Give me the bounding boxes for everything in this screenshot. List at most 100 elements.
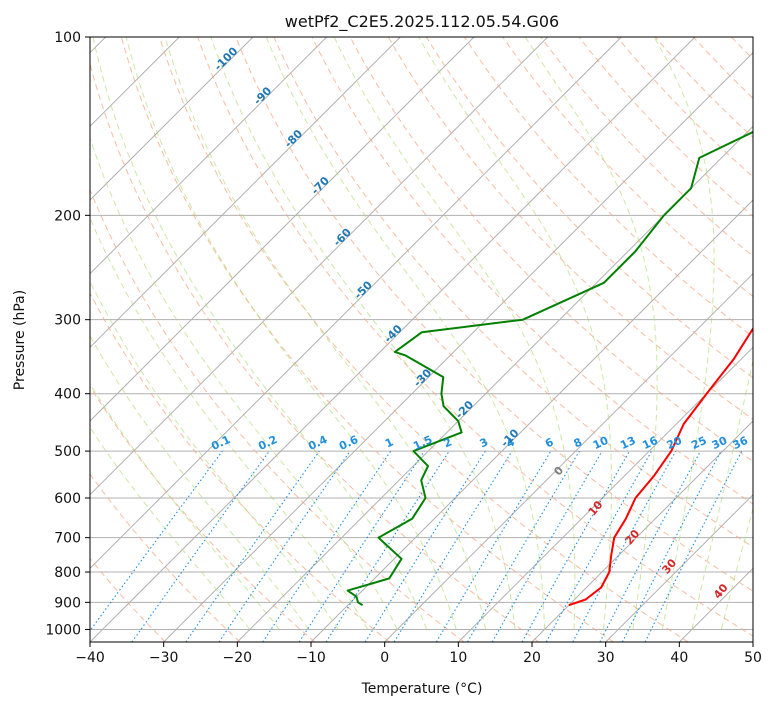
isotherm-gridline	[90, 37, 328, 275]
x-tick-label: −10	[296, 650, 326, 666]
moist-adiabat	[524, 37, 658, 630]
moist-adiabat	[90, 216, 369, 630]
dry-adiabat	[120, 37, 614, 642]
dry-adiabat	[425, 37, 753, 379]
moist-adiabat	[90, 136, 398, 630]
isotherm-gridline	[605, 493, 753, 642]
mixing-ratio-label: 2	[442, 435, 454, 450]
dry-adiabat	[235, 37, 753, 592]
x-tick-label: 0	[380, 650, 389, 666]
dry-adiabat	[90, 385, 316, 642]
moist-adiabat	[90, 426, 251, 630]
mixing-ratio-label: 30	[710, 434, 730, 452]
isotherm-gridline	[531, 420, 753, 642]
mixing-ratio-line	[599, 450, 701, 642]
mixing-ratio-label: 1	[383, 435, 395, 450]
dry-adiabat	[90, 473, 241, 642]
x-tick-label: −20	[223, 650, 253, 666]
isotherm-label: -10	[498, 426, 521, 449]
moist-adiabat	[653, 37, 715, 630]
moist-adiabat	[265, 37, 546, 630]
isotherm-gridline	[384, 272, 753, 642]
mixing-ratio-line	[218, 450, 351, 642]
mixing-ratio-line	[435, 450, 552, 642]
moist-adiabat	[333, 37, 576, 630]
moist-adiabat	[125, 37, 457, 630]
mixing-ratio-line	[545, 450, 653, 642]
isotherm-gridline	[163, 51, 753, 642]
moist-adiabat	[90, 382, 280, 630]
mixing-ratio-label: 0.2	[256, 433, 279, 453]
x-tick-label: −30	[149, 650, 179, 666]
dry-adiabat	[273, 37, 753, 548]
mixing-ratio-line	[90, 450, 223, 632]
isotherm-gridline	[236, 125, 753, 642]
isotherm-gridline	[90, 37, 254, 201]
mixing-ratio-label: 8	[572, 435, 584, 450]
dry-adiabat	[463, 37, 753, 338]
dry-adiabat	[757, 24, 775, 642]
x-tick-label: 30	[597, 650, 615, 666]
mixing-ratio-label: 20	[665, 434, 685, 452]
isotherm-label: -70	[309, 174, 332, 197]
chart-title: wetPf2_C2E5.2025.112.05.54.G06	[285, 12, 559, 32]
x-tick-label: 20	[523, 650, 541, 666]
y-tick-label: 500	[54, 444, 81, 460]
y-axis-ticks: 100 200 300 400 500 600 700 800 900 1000	[45, 30, 90, 638]
moist-adiabat	[691, 358, 753, 630]
dry-adiabat	[158, 37, 689, 642]
moist-adiabat-label: 40	[711, 581, 731, 601]
annotation-labels: 0.1 0.2 0.4 0.6 1 1.5 2 3 4 6 8 10 13 16 20 25 30 36-100-…	[209, 44, 750, 601]
moist-adiabat	[210, 37, 516, 630]
dry-adiabat	[578, 37, 753, 218]
x-axis-ticks: −40 −30 −20 −10 0 10 20 30 40 50	[75, 642, 762, 666]
temperature-line	[568, 326, 753, 607]
mixing-ratio-label: 0.6	[337, 433, 360, 453]
mixing-ratio-label: 10	[591, 434, 611, 452]
y-tick-label: 300	[54, 313, 81, 329]
moist-adiabat	[720, 506, 753, 630]
mixing-ratio-line	[298, 450, 425, 642]
dry-adiabat	[502, 37, 753, 298]
y-tick-label: 400	[54, 387, 81, 403]
dry-adiabat	[90, 292, 390, 642]
mixing-ratio-line	[393, 450, 513, 642]
dry-adiabat	[654, 37, 753, 139]
isotherm-gridline	[310, 199, 753, 642]
plot-frame	[89, 36, 754, 643]
y-tick-label: 900	[54, 595, 81, 611]
y-tick-label: 600	[54, 491, 81, 507]
isotherm-label: -50	[352, 278, 375, 301]
moist-adiabat	[92, 37, 428, 630]
isotherm-gridline	[90, 37, 622, 570]
x-tick-label: −40	[75, 650, 105, 666]
y-tick-label: 200	[54, 208, 81, 224]
moist-adiabat	[164, 37, 487, 630]
dry-adiabat	[197, 37, 753, 637]
mixing-ratio-label: 13	[618, 434, 637, 452]
mixing-ratio-line	[521, 450, 630, 642]
mixing-ratio-label: 1.5	[411, 433, 434, 453]
mixing-ratio-line	[325, 450, 450, 642]
moist-adiabat	[90, 280, 339, 630]
mixing-ratio-line	[621, 450, 722, 642]
dry-adiabat	[540, 37, 753, 257]
y-tick-label: 800	[54, 565, 81, 581]
mixing-ratio-line	[364, 450, 486, 642]
dewpoint-line	[346, 130, 753, 607]
x-tick-label: 10	[449, 650, 467, 666]
series-layer	[346, 130, 753, 607]
mixing-ratio-line	[572, 450, 677, 642]
y-tick-label: 100	[54, 30, 81, 46]
isotherm-label: -80	[282, 127, 305, 150]
mixing-ratio-line	[185, 450, 320, 642]
y-tick-label: 700	[54, 531, 81, 547]
dry-adiabat	[90, 62, 540, 642]
mixing-ratio-lines	[90, 450, 743, 642]
mixing-ratio-label: 0.1	[209, 433, 232, 453]
isotherm-gridline	[90, 37, 475, 422]
plot-area: 0.1 0.2 0.4 0.6 1 1.5 2 3 4 6 8 10 13 16 20 25 30 36-100-…	[90, 24, 775, 642]
mixing-ratio-label: 0.4	[306, 433, 329, 453]
x-axis-label: Temperature (°C)	[361, 681, 483, 697]
